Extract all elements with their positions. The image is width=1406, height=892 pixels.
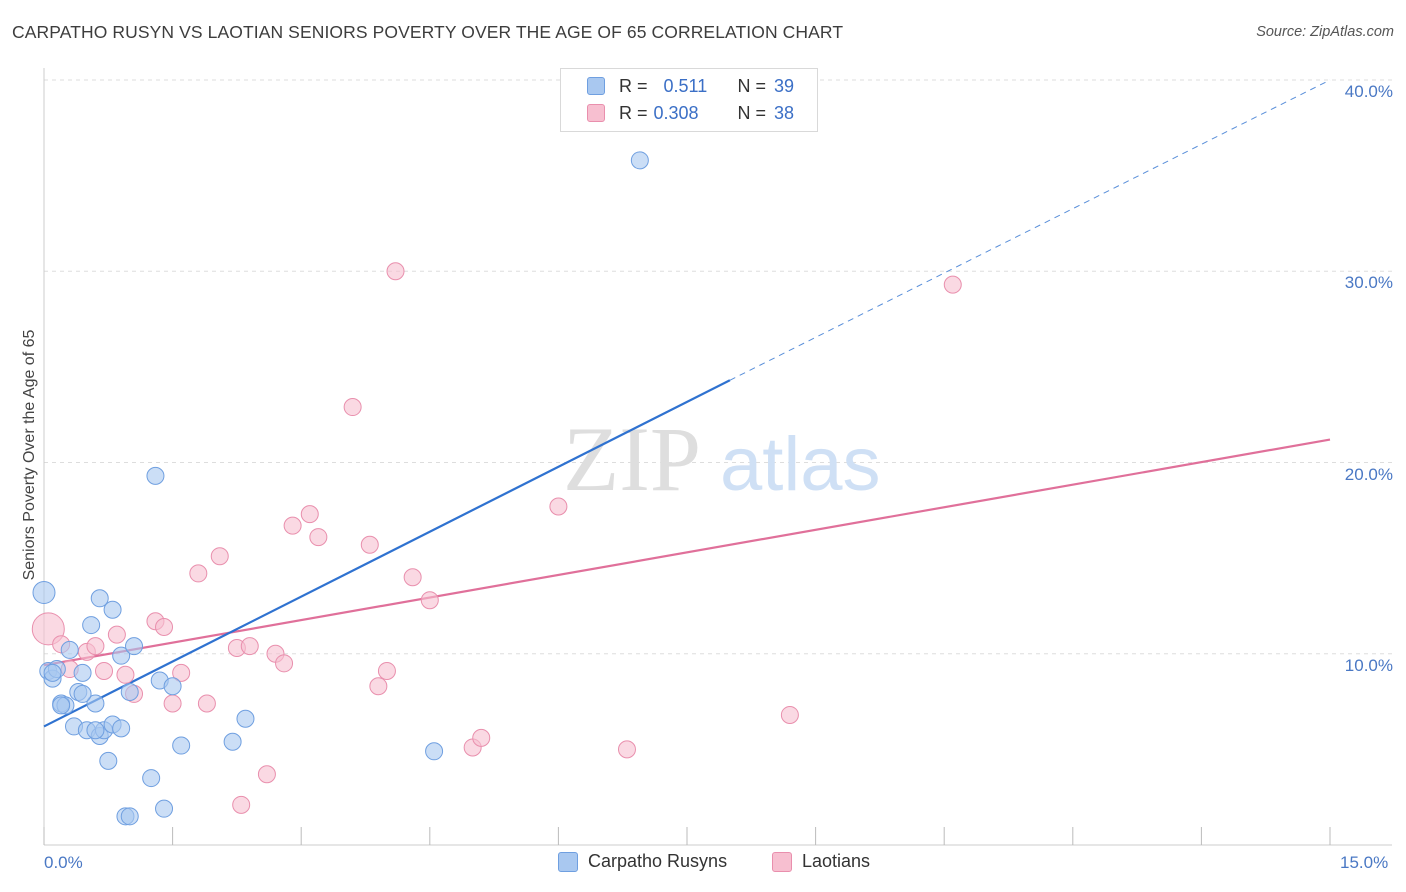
point-laotians	[386, 262, 405, 281]
point-laotians	[240, 637, 259, 656]
axes	[43, 68, 1392, 846]
legend-r-label: R =	[619, 75, 648, 96]
point-carpatho-rusyns	[223, 732, 242, 751]
point-laotians	[163, 694, 182, 713]
point-carpatho-rusyns	[163, 677, 182, 696]
y-tick-label: 30.0%	[1344, 273, 1393, 293]
point-laotians	[155, 617, 174, 636]
chart-title: CARPATHO RUSYN VS LAOTIAN SENIORS POVERT…	[12, 22, 844, 42]
point-carpatho-rusyns	[155, 799, 174, 818]
point-carpatho-rusyns	[90, 589, 109, 608]
point-carpatho-rusyns	[32, 581, 56, 605]
point-laotians	[309, 528, 328, 547]
bottom-legend-swatch-pink	[772, 851, 792, 872]
point-laotians	[257, 765, 276, 784]
point-laotians	[943, 275, 962, 294]
point-carpatho-rusyns	[125, 637, 144, 656]
legend-swatch-blue	[587, 77, 605, 95]
legend-row-laotian: R = 0.308 N = 38	[587, 100, 794, 126]
legend-row-carpatho: R = 0.511 N = 39	[587, 73, 794, 99]
point-carpatho-rusyns	[99, 751, 118, 770]
point-laotians	[300, 505, 319, 524]
point-laotians	[472, 728, 491, 747]
point-laotians	[420, 591, 439, 610]
point-laotians	[107, 625, 126, 644]
point-carpatho-rusyns	[82, 616, 101, 635]
point-carpatho-rusyns	[146, 466, 165, 485]
point-laotians	[95, 661, 114, 680]
point-carpatho-rusyns	[73, 663, 92, 682]
point-carpatho-rusyns	[43, 663, 62, 682]
point-laotians	[283, 516, 302, 535]
point-carpatho-rusyns	[86, 721, 105, 740]
bottom-legend-carpatho: Carpatho Rusyns	[558, 851, 727, 872]
trend-line-laotians	[43, 438, 1331, 667]
trend-line-carpatho-rusyns-extension	[729, 79, 1331, 381]
bottom-legend-laotian: Laotians	[772, 851, 870, 872]
point-laotians	[197, 694, 216, 713]
point-laotians	[403, 568, 422, 587]
watermark: ZIP atlas	[563, 408, 881, 510]
point-laotians	[232, 795, 251, 814]
point-carpatho-rusyns	[73, 684, 92, 703]
legend-r-value: 0.511	[663, 75, 708, 96]
bottom-legend-label: Carpatho Rusyns	[588, 851, 728, 871]
x-tick-label-min: 0.0%	[44, 853, 83, 872]
y-tick-label: 10.0%	[1344, 655, 1393, 675]
point-carpatho-rusyns	[103, 600, 122, 619]
point-carpatho-rusyns	[236, 709, 255, 728]
bottom-legend-swatch-blue	[558, 851, 578, 872]
point-laotians	[210, 547, 229, 566]
y-tick-label: 40.0%	[1344, 82, 1393, 101]
point-laotians	[369, 677, 388, 696]
legend-n-value: 38	[774, 102, 795, 123]
data-points	[31, 151, 962, 826]
gridlines	[44, 79, 1392, 655]
point-laotians	[86, 637, 105, 656]
point-laotians	[275, 654, 294, 673]
point-laotians	[116, 665, 135, 684]
chart-source: Source: ZipAtlas.com	[1256, 24, 1394, 40]
point-carpatho-rusyns	[630, 151, 649, 170]
point-laotians	[343, 398, 362, 417]
point-carpatho-rusyns	[425, 742, 444, 761]
x-tick-label-max: 15.0%	[1340, 853, 1389, 872]
point-carpatho-rusyns	[120, 683, 139, 701]
bottom-legend-label: Laotians	[802, 851, 871, 871]
trend-line-carpatho-rusyns	[43, 379, 731, 728]
point-laotians	[617, 740, 636, 759]
point-carpatho-rusyns	[60, 640, 79, 659]
legend-swatch-pink	[587, 104, 605, 122]
point-laotians	[780, 705, 799, 724]
point-laotians	[549, 497, 568, 516]
point-carpatho-rusyns	[112, 719, 131, 738]
point-laotians	[360, 535, 379, 554]
legend-n-value: 39	[774, 75, 795, 96]
legend-box: R = 0.511 N = 39 R = 0.308 N = 38	[560, 68, 818, 132]
legend-r-value: 0.308	[653, 102, 699, 123]
watermark-atlas: atlas	[720, 422, 881, 507]
y-tick-label: 20.0%	[1344, 464, 1393, 484]
point-carpatho-rusyns	[112, 646, 131, 665]
watermark-zip: ZIP	[563, 408, 701, 510]
point-laotians	[377, 661, 396, 680]
point-laotians	[189, 564, 208, 583]
point-carpatho-rusyns	[172, 736, 191, 755]
point-carpatho-rusyns	[142, 769, 161, 788]
trend-lines	[43, 79, 1331, 728]
point-carpatho-rusyns	[52, 696, 71, 715]
legend-r-label: R =	[619, 102, 648, 123]
legend-n-label: N =	[737, 75, 767, 96]
point-carpatho-rusyns	[86, 694, 105, 713]
legend-n-label: N =	[737, 102, 767, 123]
point-carpatho-rusyns	[120, 807, 139, 826]
point-laotians	[172, 663, 191, 682]
